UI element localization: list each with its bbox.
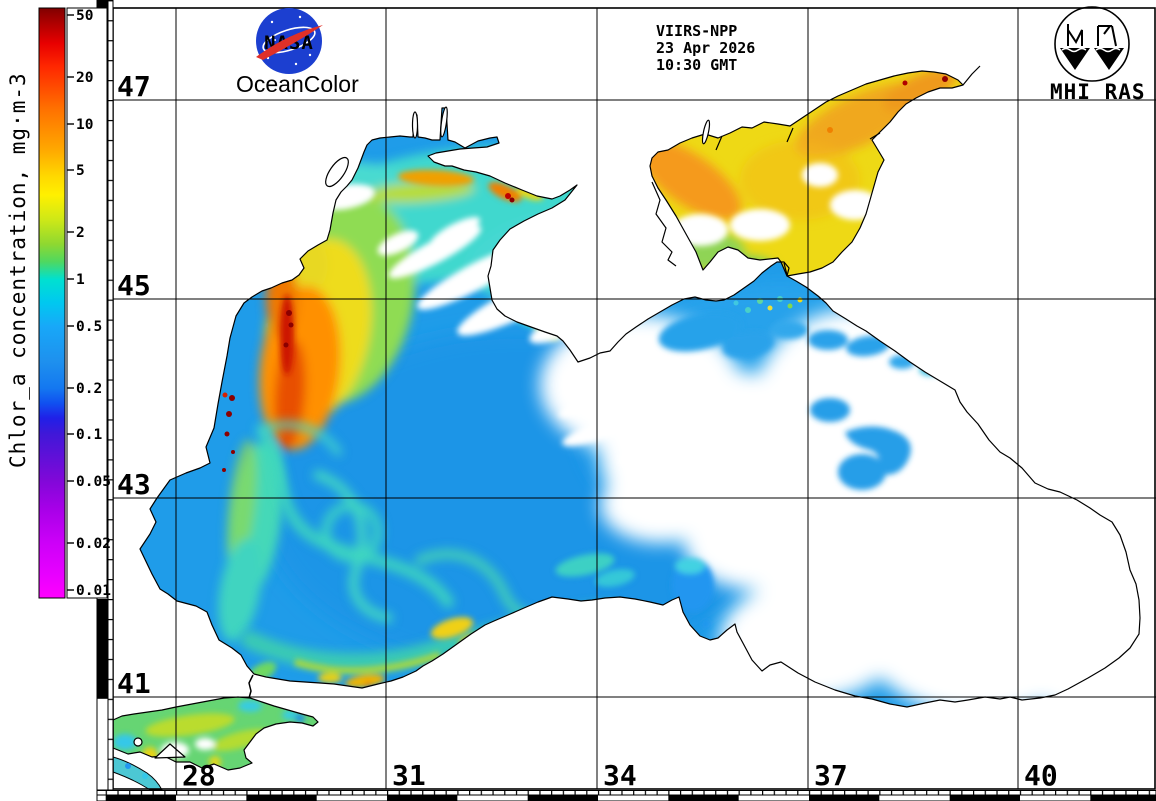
tick-2: 2 [76,225,85,241]
graticule [113,8,1156,789]
tick-0-02: 0.02 [76,536,111,552]
colorbar-title: Chlor_a concentration, mg·m-3 [6,72,30,468]
lon-label-28: 28 [182,759,216,792]
tick-0-01: 0.01 [76,583,111,599]
don-river [962,65,981,86]
latitude-labels: 47 45 43 41 [117,70,151,700]
tick-20: 20 [76,70,93,86]
kerch-strait [783,262,788,276]
mhi-wave-crests-icon [1061,47,1121,53]
lon-label-40: 40 [1024,759,1058,792]
kerch-front-specks [733,296,803,313]
tick-0-2: 0.2 [76,381,102,397]
longitude-scale-bar [96,790,1156,801]
lat-label-41: 41 [117,667,151,700]
dardanelles-strait [112,756,163,791]
mhi-ras-logo: MHI RAS [1050,6,1146,104]
lat-label-47: 47 [117,70,151,103]
mhi-label: MHI RAS [1050,80,1146,104]
nasa-logo: NASA OceanColor [236,8,359,97]
lon-label-37: 37 [814,759,848,792]
colorbar-gradient [38,7,66,599]
tick-5: 5 [76,163,85,179]
colorbar: 50 20 10 5 2 1 0.5 0.2 0.1 0.05 0.02 0.0… [6,7,111,599]
dniester-liman [325,156,349,188]
header-date: 23 Apr 2026 [656,39,755,57]
header-sensor: VIIRS-NPP [656,22,737,40]
mhi-waves-icon [1060,48,1124,70]
header-time: 10:30 GMT [656,56,737,74]
coastline [112,65,1141,771]
tick-50: 50 [76,8,93,24]
dolgaya-spit [869,132,881,140]
molochna-liman [701,119,711,145]
lon-label-34: 34 [603,759,637,792]
tick-0-05: 0.05 [76,474,111,490]
marmara-island [133,737,143,747]
sivash-lagoon [651,181,677,267]
bosphorus-strait [248,674,254,699]
colorbar-tick-marks [67,14,74,591]
tick-0-1: 0.1 [76,427,102,443]
lat-label-45: 45 [117,269,151,302]
colorbar-tick-labels: 50 20 10 5 2 1 0.5 0.2 0.1 0.05 0.02 0.0… [76,8,111,599]
nasa-orbit-icon [262,26,316,54]
tick-0-5: 0.5 [76,319,102,335]
longitude-labels: 28 31 34 37 40 [182,759,1058,792]
oceancolor-label: OceanColor [236,71,359,97]
berdyansk-spit [786,127,794,143]
lon-label-31: 31 [392,759,426,792]
header-block: VIIRS-NPP 23 Apr 2026 10:30 GMT [656,22,755,74]
tylihul-liman [440,106,448,138]
mhi-letters-icon [1067,24,1117,47]
kapidag-peninsula [154,743,186,759]
colorbar-tick-panel [66,7,108,599]
tick-1: 1 [76,272,85,288]
obytichna-spit [715,135,723,151]
east-data-patches [658,312,941,628]
mhi-circle-icon [1054,6,1130,82]
azov-cloud-holes [650,163,880,246]
nasa-swoosh-icon [256,25,323,60]
hadzhybei-liman [411,111,419,139]
lat-label-43: 43 [117,468,151,501]
tick-10: 10 [76,117,93,133]
high-chl-specks [222,193,515,472]
